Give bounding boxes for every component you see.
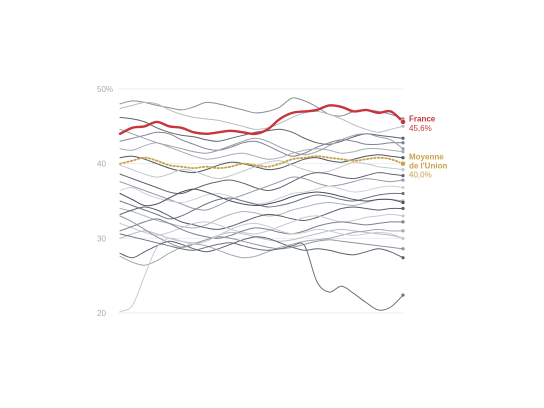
- series-line-7: [119, 160, 404, 180]
- series-line-2: [119, 101, 404, 133]
- series-end-dot-11: [401, 191, 405, 196]
- country-series-lines: [119, 97, 404, 312]
- eu-average-value-label: 40,0%: [409, 171, 432, 180]
- series-line-17: [119, 236, 404, 259]
- series-line-15: [119, 218, 404, 239]
- series-end-dot-6: [401, 156, 405, 160]
- france-value-label: 45,6%: [409, 124, 432, 133]
- series-line-3: [119, 116, 404, 145]
- series-end-dot-22: [401, 147, 405, 151]
- series-end-dot-18: [401, 229, 405, 233]
- eu-average-label-line-2: de l'Union: [409, 162, 447, 171]
- series-line-1: [119, 97, 404, 120]
- series-end-dot-9: [401, 178, 405, 182]
- highlight-line-eu-average: [119, 155, 404, 169]
- series-end-dot-23: [401, 200, 405, 205]
- y-tick-label-40: 40: [97, 160, 106, 169]
- series-line-19: [119, 215, 404, 250]
- series-line-18: [119, 228, 404, 266]
- series-end-dot-10: [401, 185, 405, 190]
- series-end-dot-7: [401, 168, 405, 172]
- series-end-dot-3: [401, 136, 405, 140]
- y-tick-label-20: 20: [97, 309, 106, 318]
- series-line-11: [119, 192, 404, 220]
- series-line-23: [119, 188, 404, 207]
- series-line-16: [119, 228, 404, 244]
- series-end-dot-17: [401, 256, 405, 260]
- series-end-dot-4: [401, 141, 405, 145]
- france-label: France: [409, 114, 436, 123]
- eu-average-label-line-1: Moyenne: [409, 153, 444, 162]
- series-end-dot-21: [401, 293, 405, 297]
- series-end-dot-19: [401, 247, 405, 251]
- series-line-20: [119, 222, 404, 312]
- series-line-13: [119, 206, 404, 230]
- highlight-line-france: [118, 104, 405, 136]
- series-line-10: [119, 185, 404, 205]
- series-end-dot-8: [401, 174, 405, 178]
- series-end-dot-20: [401, 236, 405, 240]
- series-line-4: [119, 131, 404, 157]
- series-end-dot-2: [401, 124, 405, 128]
- highlighted-series-lines: [118, 104, 406, 169]
- series-end-markers: [401, 117, 405, 297]
- highlight-end-dot-france: [400, 118, 406, 125]
- series-line-8: [119, 172, 404, 195]
- series-line-22: [119, 128, 404, 156]
- y-tick-label-50: 50%: [97, 85, 113, 94]
- series-line-5: [119, 142, 404, 160]
- y-tick-label-30: 30: [97, 234, 106, 243]
- series-end-dot-14: [401, 214, 405, 218]
- y-axis-tick-labels: 20 30 40 50%: [97, 85, 113, 318]
- series-end-dot-13: [401, 206, 405, 211]
- series-line-14: [119, 213, 404, 236]
- highlight-end-dot-eu-average: [400, 160, 406, 167]
- series-line-9: [119, 176, 404, 211]
- gridlines: [118, 88, 403, 314]
- series-end-dot-15: [401, 220, 405, 224]
- series-line-21: [119, 233, 404, 311]
- series-end-dot-5: [401, 150, 405, 154]
- series-line-6: [119, 154, 404, 174]
